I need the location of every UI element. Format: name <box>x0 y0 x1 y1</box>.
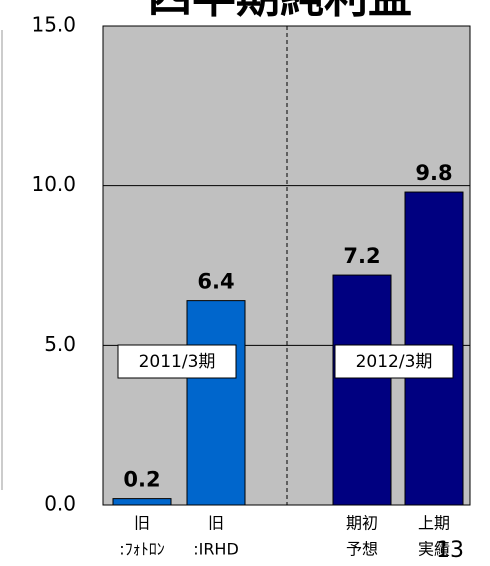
value-label: 6.4 <box>197 270 234 294</box>
value-label: 7.2 <box>343 244 380 268</box>
y-tick-label: 10.0 <box>31 172 76 196</box>
value-label: 9.8 <box>415 161 452 185</box>
period-box <box>334 344 454 379</box>
page-number: 13 <box>436 538 464 563</box>
x-tick-label: :IRHD <box>193 540 239 559</box>
x-tick-label: 旧 <box>208 514 224 533</box>
x-tick-label: :ﾌｫﾄﾛﾝ <box>119 540 164 559</box>
y-tick-label: 15.0 <box>31 13 76 37</box>
y-tick-label: 5.0 <box>44 332 76 356</box>
x-tick-label: 期初 <box>346 514 378 533</box>
bar <box>112 498 172 506</box>
x-tick-label: 実績 <box>418 540 450 559</box>
period-label: 2012/3期 <box>356 352 433 372</box>
x-tick-label: 旧 <box>134 514 150 533</box>
y-tick-label: 0.0 <box>44 492 76 516</box>
value-label: 0.2 <box>123 468 160 492</box>
bar <box>186 300 246 506</box>
bar <box>332 274 392 506</box>
x-tick-label: 予想 <box>346 540 378 559</box>
chart-title: 四半期純利益 <box>148 0 412 23</box>
x-tick-label: 上期 <box>418 514 450 533</box>
period-label: 2011/3期 <box>139 352 216 372</box>
period-box <box>117 344 237 379</box>
